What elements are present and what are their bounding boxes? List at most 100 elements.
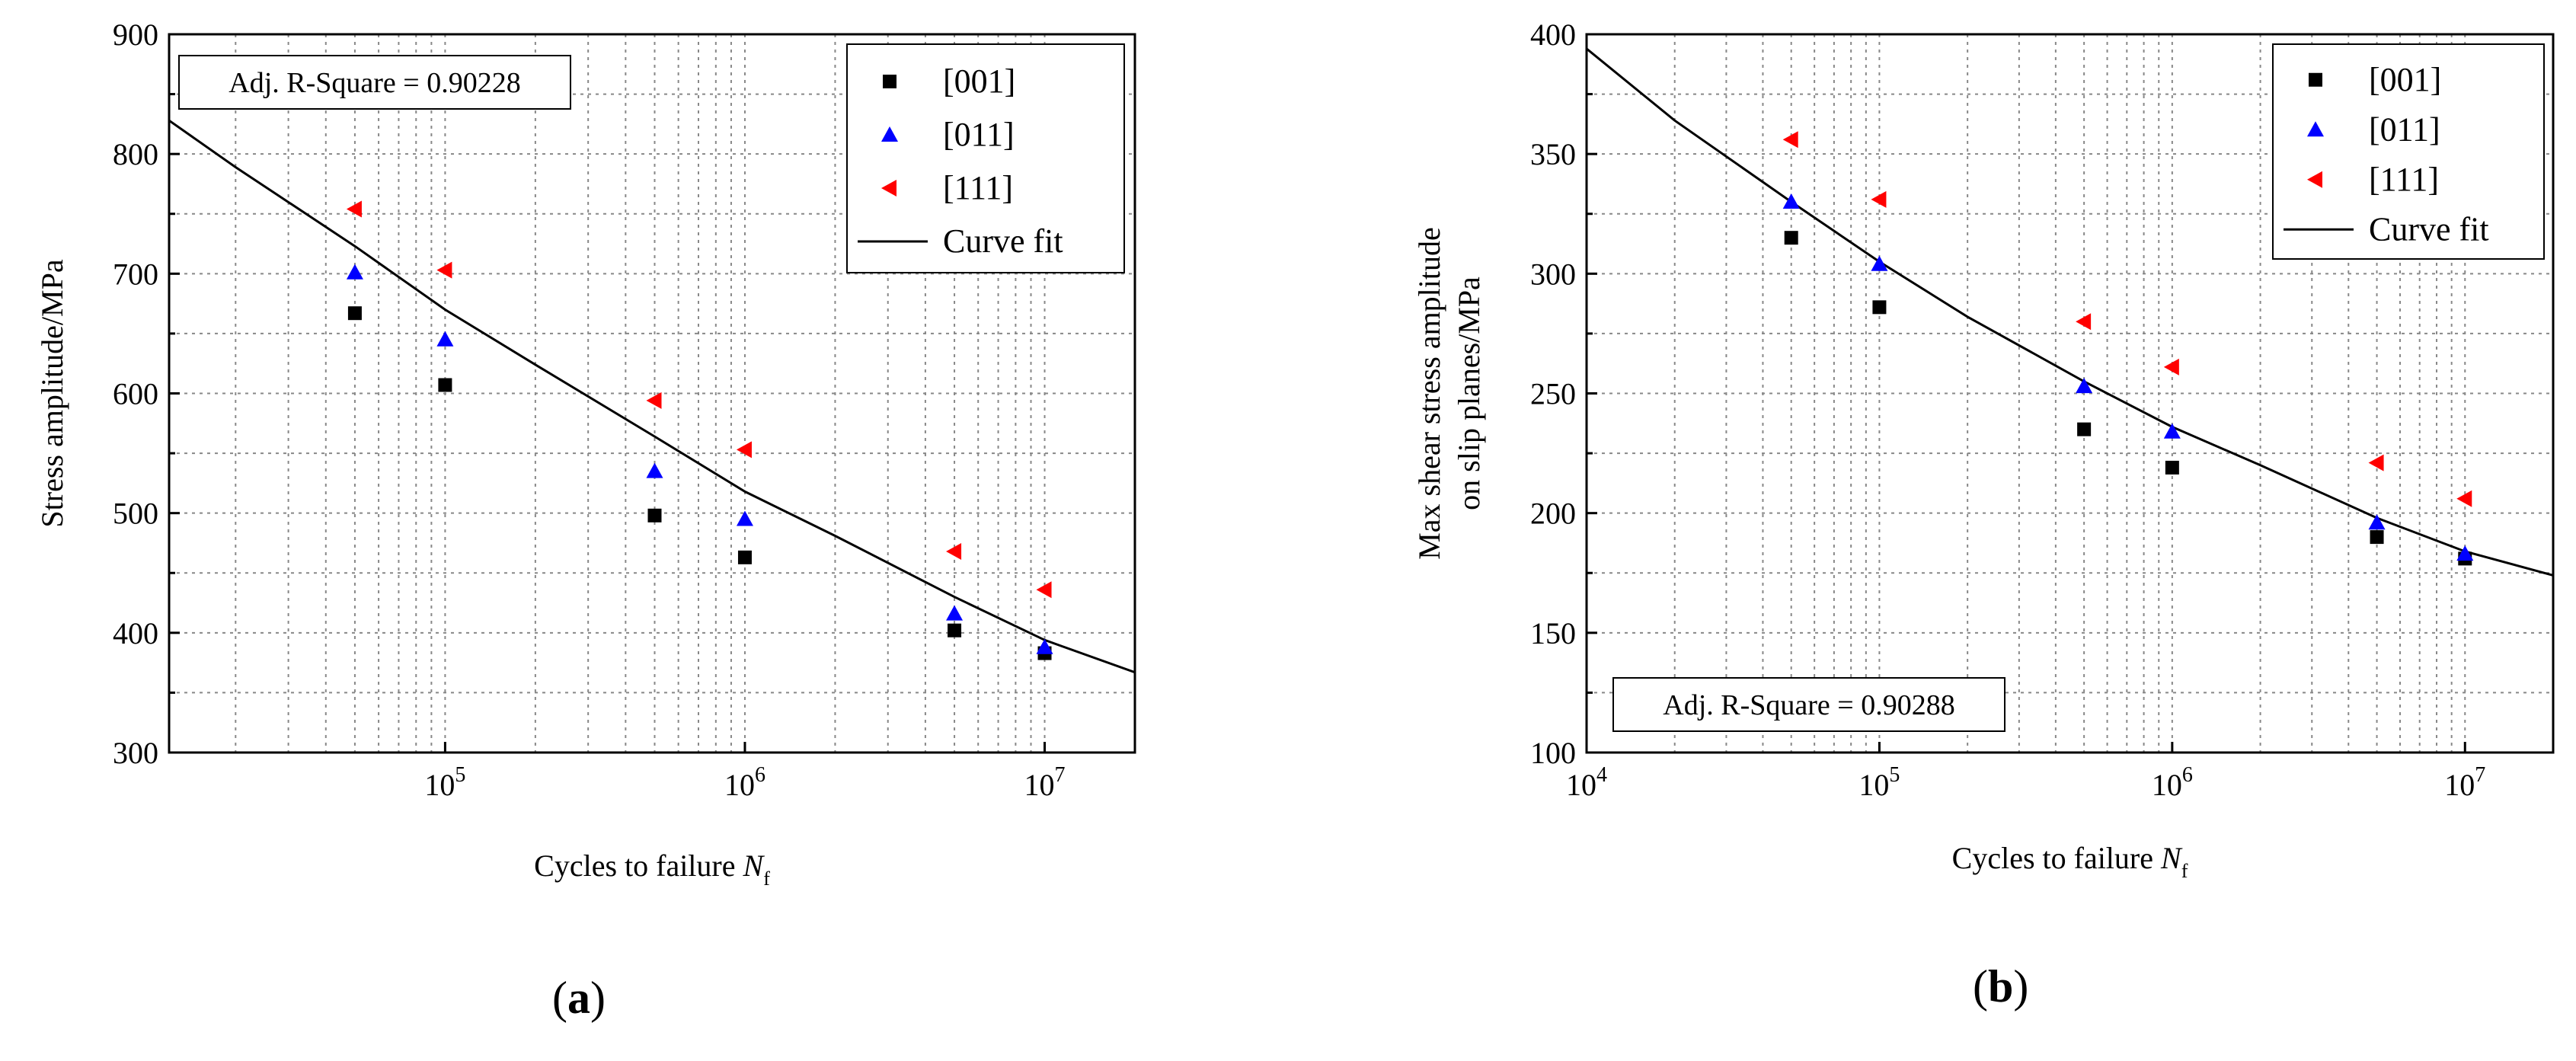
panel-label-open: ( — [552, 973, 567, 1023]
r-square-annotation: Adj. R-Square = 0.90228 — [229, 67, 520, 99]
series-triangle-left — [346, 200, 1052, 599]
x-tick-label: 107 — [1024, 763, 1066, 802]
data-point — [2370, 530, 2384, 545]
y-axis-label: Stress amplitude/MPa — [35, 259, 69, 527]
x-tick-label: 106 — [2152, 763, 2193, 802]
legend-marker — [2307, 121, 2324, 137]
x-axis-label-text: Cycles to failure — [1952, 841, 2161, 875]
x-tick-label: 105 — [1858, 763, 1900, 802]
x-tick-mantissa: 10 — [2152, 768, 2182, 802]
x-tick-label: 106 — [724, 763, 765, 802]
data-point — [2076, 313, 2092, 331]
data-point — [2368, 454, 2384, 471]
panel-label-b: (b) — [1973, 964, 2028, 1009]
data-point — [346, 264, 363, 280]
legend-marker — [2307, 171, 2322, 188]
panel-label-open: ( — [1973, 961, 1988, 1011]
y-tick-label: 500 — [113, 497, 158, 531]
y-tick-label: 400 — [113, 616, 158, 650]
data-point — [2076, 378, 2093, 394]
data-point — [1782, 131, 1798, 149]
legend-label: [111] — [943, 169, 1013, 206]
legend-marker — [2309, 72, 2322, 87]
data-point — [438, 378, 452, 392]
data-point — [2368, 514, 2386, 530]
r-square-annotation: Adj. R-Square = 0.90288 — [1663, 689, 1954, 721]
data-point — [1784, 231, 1798, 245]
data-point — [736, 510, 753, 526]
data-point — [436, 331, 454, 347]
series-square — [347, 306, 1052, 660]
data-point — [1036, 638, 1053, 654]
data-point — [346, 200, 362, 218]
y-tick-label: 300 — [1530, 257, 1576, 291]
data-point — [1782, 193, 1800, 209]
x-tick-exponent: 4 — [1596, 763, 1607, 787]
data-point — [2163, 423, 2181, 439]
data-point — [2077, 422, 2092, 436]
legend-marker — [883, 75, 896, 88]
x-axis-label-symbol: N — [743, 848, 765, 883]
data-point — [646, 391, 662, 409]
legend-label: [111] — [2369, 161, 2439, 198]
x-axis-label-text: Cycles to failure — [534, 848, 743, 883]
panel-label-a: (a) — [552, 975, 606, 1021]
data-point — [1871, 255, 1888, 271]
x-tick-exponent: 6 — [2182, 763, 2193, 787]
x-tick-exponent: 5 — [1889, 763, 1900, 787]
legend-label: [011] — [943, 116, 1015, 153]
y-tick-label: 600 — [113, 377, 158, 411]
y-axis-label: Max shear stress amplitude — [1412, 227, 1446, 560]
y-tick-label: 800 — [113, 137, 158, 171]
data-point — [2165, 460, 2179, 475]
y-tick-label: 200 — [1530, 497, 1576, 531]
legend-label: [011] — [2369, 110, 2440, 148]
x-tick-label: 105 — [424, 763, 465, 802]
data-point — [347, 306, 362, 321]
x-tick-exponent: 6 — [755, 763, 765, 787]
panel-label-letter: b — [1987, 961, 2014, 1011]
x-tick-label: 107 — [2444, 763, 2485, 802]
panel-label-close: ) — [590, 973, 606, 1023]
data-point — [647, 508, 662, 523]
x-tick-mantissa: 10 — [1024, 768, 1055, 802]
y-tick-label: 250 — [1530, 377, 1576, 411]
data-point — [646, 462, 663, 478]
series-triangle-up — [346, 264, 1053, 654]
x-tick-mantissa: 10 — [724, 768, 755, 802]
data-point — [948, 623, 962, 638]
data-point — [2456, 545, 2474, 561]
panel-label-letter: a — [567, 973, 590, 1023]
data-point — [2456, 490, 2472, 507]
x-tick-mantissa: 10 — [424, 768, 455, 802]
x-tick-mantissa: 10 — [1858, 768, 1889, 802]
x-axis-label-subscript: f — [763, 868, 770, 890]
data-point — [1036, 581, 1052, 599]
panel-label-close: ) — [2013, 961, 2029, 1011]
series-triangle-up — [1782, 193, 2474, 561]
y-tick-label: 700 — [113, 257, 158, 291]
x-axis-label-subscript: f — [2181, 860, 2188, 882]
y-tick-label: 300 — [113, 736, 158, 770]
y-tick-label: 900 — [113, 18, 158, 52]
series-triangle-left — [1782, 131, 2472, 507]
legend-label: Curve fit — [943, 222, 1063, 260]
x-axis-label: Cycles to failure Nf — [534, 848, 770, 890]
x-tick-label: 104 — [1566, 763, 1607, 802]
legend-marker — [881, 180, 896, 197]
legend-label: [001] — [2369, 61, 2441, 98]
r-square-box — [1612, 677, 2006, 732]
curve-fit-line — [169, 119, 1135, 674]
data-point — [1871, 190, 1887, 208]
x-tick-exponent: 5 — [455, 763, 465, 787]
data-point — [436, 261, 452, 279]
x-axis-label: Cycles to failure Nf — [1952, 841, 2188, 882]
data-point — [1872, 300, 1887, 315]
x-axis-label-symbol: N — [2160, 841, 2183, 875]
y-tick-label: 400 — [1530, 18, 1576, 52]
y-tick-label: 350 — [1530, 137, 1576, 171]
data-point — [946, 605, 964, 621]
